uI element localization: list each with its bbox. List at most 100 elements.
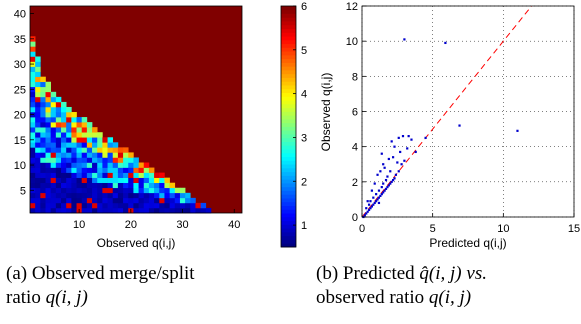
heatmap-cell (55, 112, 62, 118)
scatter-point (407, 135, 410, 138)
heatmap-cell (179, 192, 186, 199)
heatmap-cell (61, 182, 67, 189)
scatter-point (380, 152, 383, 155)
scatter-point (458, 124, 461, 127)
caption-b-text2: observed ratio (316, 287, 425, 308)
heatmap-cell (76, 172, 83, 178)
heatmap-cell (169, 202, 176, 209)
heatmap-cell (174, 187, 181, 194)
colorbar-band (281, 209, 296, 214)
heatmap-cell (30, 76, 36, 83)
heatmap-y-tick-label: 30 (14, 59, 26, 71)
heatmap-cell (76, 177, 83, 184)
scatter-point (370, 189, 373, 192)
heatmap-cell (169, 197, 176, 204)
scatter-point (397, 170, 400, 173)
heatmap-cell (45, 167, 51, 173)
heatmap-cell (169, 192, 176, 199)
heatmap-cell (107, 162, 114, 168)
heatmap-cell (50, 147, 57, 153)
heatmap-cell (81, 147, 88, 153)
heatmap-cell (50, 202, 57, 209)
heatmap-cell (55, 106, 62, 113)
heatmap-cell (86, 177, 93, 184)
heatmap-cell (40, 167, 46, 173)
heatmap-cell (154, 207, 160, 214)
heatmap-cell (102, 147, 108, 153)
heatmap-cell (97, 207, 103, 214)
heatmap-cell (107, 157, 114, 163)
scatter-point (372, 203, 375, 206)
heatmap-cell (40, 106, 46, 113)
heatmap-cell (154, 202, 160, 209)
heatmap-cell (40, 127, 46, 133)
heatmap-cell (76, 182, 83, 189)
heatmap-cell (35, 192, 41, 199)
heatmap-cell (35, 81, 41, 88)
heatmap-cell (66, 157, 72, 163)
scatter-point (373, 201, 376, 205)
heatmap-cell (179, 197, 186, 204)
heatmap-cell (164, 187, 170, 194)
heatmap-cell (50, 142, 57, 148)
scatter-point (376, 173, 379, 176)
scatter-point (391, 156, 395, 159)
heatmap-cell (71, 132, 77, 138)
heatmap-cell (66, 147, 72, 153)
heatmap-cell (86, 122, 93, 128)
heatmap-cell (66, 137, 72, 143)
heatmap-y-tick-label: 15 (14, 135, 26, 147)
scatter-point (390, 140, 393, 143)
scatter-point (406, 147, 409, 150)
heatmap-cell (123, 152, 129, 158)
heatmap-cell (112, 147, 119, 153)
heatmap-cell (61, 147, 67, 153)
heatmap-cell (40, 182, 46, 189)
heatmap-cell (143, 172, 150, 178)
scatter-y-ticks: 0 2 4 6 8 10 12 (346, 1, 366, 224)
heatmap-cell (50, 182, 57, 189)
colorbar-band (281, 152, 296, 158)
colorbar-band (281, 141, 296, 146)
heatmap-cell (50, 187, 57, 194)
heatmap-cell (35, 96, 41, 103)
heatmap-cell (117, 147, 124, 153)
scatter-y-tick-label: 10 (346, 36, 358, 48)
colorbar-band (281, 39, 296, 45)
colorbar-tick-label: 2 (301, 176, 307, 188)
heatmap-cell (81, 127, 88, 133)
heatmap-cell (143, 197, 150, 204)
heatmap-cell (30, 127, 36, 133)
heatmap-cell (50, 137, 57, 143)
colorbar-band (281, 58, 296, 63)
heatmap-cell (81, 187, 88, 194)
heatmap-cell (55, 192, 62, 199)
heatmap-cell (92, 152, 98, 158)
colorbar-band (281, 111, 296, 116)
heatmap-cell (45, 86, 51, 93)
heatmap-cell (138, 192, 145, 199)
heatmap-cell (164, 202, 170, 209)
heatmap-cell (35, 106, 41, 113)
colorbar-band (281, 160, 296, 165)
colorbar-band (281, 24, 296, 29)
heatmap-cell (123, 147, 129, 153)
colorbar-band (281, 145, 296, 150)
scatter-reference-line (362, 6, 533, 217)
heatmap-cell (71, 202, 77, 209)
heatmap-cell (138, 177, 145, 184)
scatter-point (403, 38, 406, 41)
heatmap-cell (45, 197, 51, 204)
heatmap-cell (55, 132, 62, 138)
heatmap-cell (71, 157, 77, 163)
scatter-point (382, 163, 385, 166)
heatmap-cell (92, 187, 98, 194)
scatter-point (390, 180, 393, 183)
heatmap-cell (50, 112, 57, 118)
heatmap-cell (55, 207, 62, 214)
heatmap-cell (123, 207, 129, 214)
scatter-point (393, 177, 396, 180)
heatmap-cell (76, 127, 83, 133)
heatmap-cell (71, 147, 77, 153)
heatmap-cell (50, 162, 57, 168)
